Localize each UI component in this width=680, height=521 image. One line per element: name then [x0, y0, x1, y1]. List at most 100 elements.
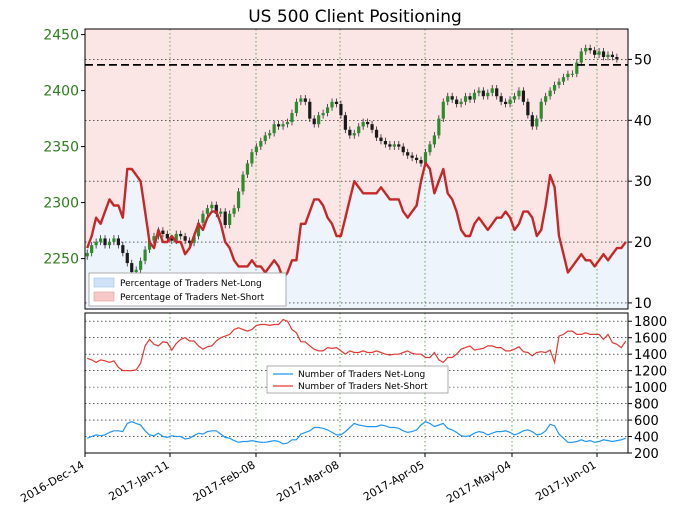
candle: [455, 99, 459, 105]
candle: [325, 107, 330, 113]
candle: [294, 101, 299, 113]
net-long-fill: [378, 187, 384, 309]
net-long-fill: [467, 235, 473, 309]
candle: [219, 211, 223, 214]
candle: [357, 126, 361, 134]
net-short-fill: [147, 29, 153, 243]
net-short-fill: [374, 29, 380, 194]
net-long-fill: [125, 169, 130, 309]
candle: [281, 124, 285, 127]
date-tick-label: 2016-Dec-14: [18, 458, 86, 505]
net-short-fill: [592, 29, 598, 267]
net-short-fill: [138, 29, 144, 182]
candle: [165, 233, 169, 239]
percentage-tick-label: 30: [634, 174, 652, 190]
net-long-fill: [102, 211, 108, 309]
net-long-fill: [214, 211, 219, 309]
candle: [352, 133, 356, 136]
net-long-fill: [605, 260, 611, 309]
net-long-fill: [436, 181, 442, 309]
net-short-fill: [276, 29, 282, 267]
candle: [414, 157, 419, 161]
net-long-fill: [303, 223, 308, 309]
net-short-count-line: [86, 318, 627, 372]
bottom-legend-box: [266, 365, 449, 394]
candle: [593, 50, 597, 55]
net-long-fill: [360, 193, 366, 309]
net-short-fill: [401, 29, 406, 212]
net-long-fill: [200, 229, 206, 309]
candle: [428, 144, 432, 153]
net-long-fill: [485, 229, 491, 309]
percentage-tick-label: 50: [634, 52, 652, 68]
candle: [112, 238, 116, 242]
candle: [379, 137, 383, 141]
net-long-fill: [218, 223, 224, 309]
price-tick-label: 2400: [43, 84, 79, 100]
candle: [210, 204, 214, 209]
net-long-fill: [205, 217, 210, 309]
net-long-fill: [530, 217, 535, 309]
candle: [584, 48, 588, 52]
net-short-fill: [111, 29, 117, 206]
date-tick-label: 2017-Jun-01: [533, 458, 598, 503]
net-short-fill: [409, 29, 415, 212]
candle: [615, 57, 619, 60]
candle: [321, 113, 325, 116]
net-long-fill: [392, 199, 397, 309]
legend-label-count-net-short: Number of Traders Net-Short: [298, 382, 428, 392]
net-short-fill: [605, 29, 611, 261]
net-short-fill: [240, 29, 246, 267]
candle: [90, 245, 94, 253]
candle: [601, 51, 606, 57]
net-long-fill: [191, 235, 197, 309]
candle: [201, 213, 205, 223]
net-long-fill: [565, 272, 571, 309]
candle: [499, 96, 503, 102]
net-long-fill: [116, 205, 121, 309]
net-long-fill: [298, 223, 304, 309]
net-short-fill: [463, 29, 469, 236]
net-long-fill: [334, 235, 339, 309]
top-legend-box: [88, 272, 287, 307]
candle: [277, 124, 281, 127]
candle: [107, 241, 112, 246]
net-short-fill: [423, 29, 429, 163]
candle: [472, 92, 477, 100]
candle: [263, 135, 267, 141]
net-long-fill: [601, 254, 607, 309]
net-short-fill: [579, 29, 584, 255]
candle: [245, 163, 250, 175]
chart-title: US 500 Client Positioning: [248, 7, 462, 27]
net-short-fill: [329, 29, 335, 224]
net-long-fill: [338, 235, 344, 309]
net-long-fill: [111, 205, 117, 309]
net-short-fill: [467, 29, 473, 236]
legend-swatch-net-short: [93, 291, 115, 302]
net-short-fill: [534, 29, 540, 236]
net-short-fill: [481, 29, 486, 224]
candle: [588, 48, 592, 51]
net-short-fill: [120, 29, 126, 218]
candle: [312, 118, 316, 125]
candle: [192, 236, 196, 243]
net-long-fill: [209, 211, 215, 309]
net-short-fill: [445, 29, 451, 194]
net-long-fill: [325, 217, 331, 309]
candle: [468, 96, 472, 100]
net-long-fill: [320, 205, 326, 309]
net-short-fill: [454, 29, 460, 212]
candle: [147, 240, 152, 250]
candle: [490, 88, 494, 93]
legend-label-count-net-long: Number of Traders Net-Long: [298, 370, 425, 380]
net-long-fill: [574, 260, 580, 309]
top-legend: Percentage of Traders Net-Long Percentag…: [88, 272, 287, 307]
net-short-fill: [338, 29, 344, 236]
net-long-fill: [516, 223, 522, 309]
net-long-fill: [596, 260, 602, 309]
net-short-fill: [378, 29, 384, 188]
net-long-fill: [570, 266, 575, 309]
candle: [116, 238, 120, 246]
count-tick-label: 600: [634, 414, 659, 429]
